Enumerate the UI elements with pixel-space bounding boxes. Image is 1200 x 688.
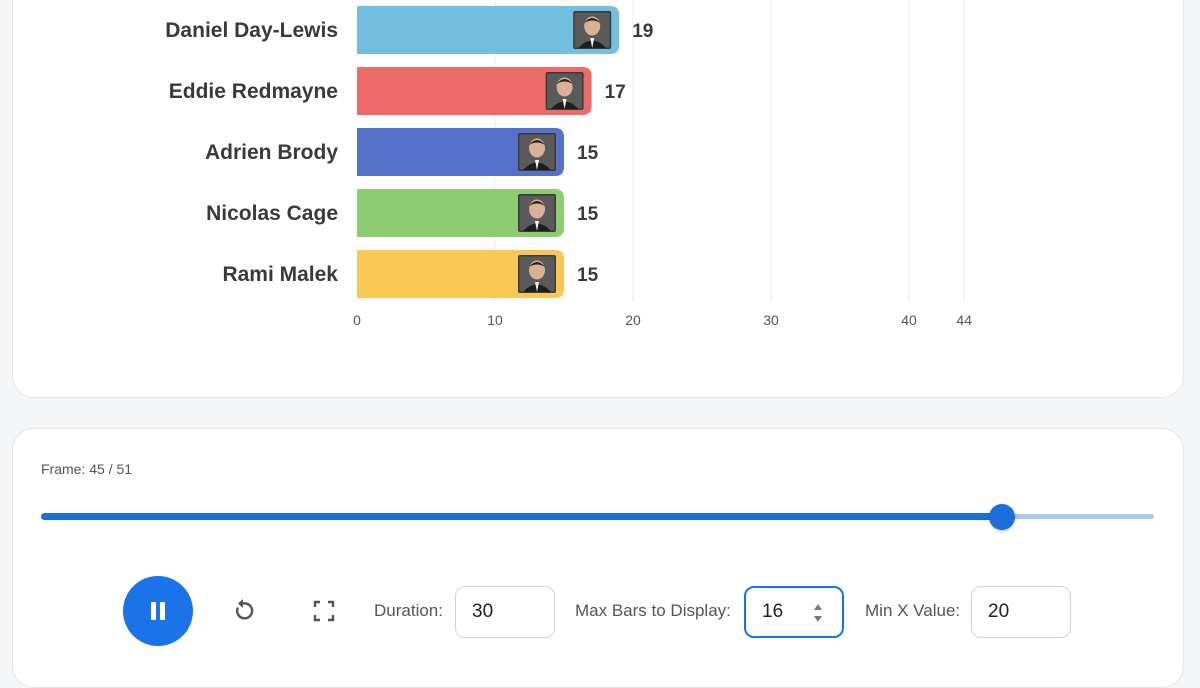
x-tick-label: 20 (625, 312, 641, 328)
replay-icon (235, 599, 254, 620)
bar (357, 6, 620, 54)
replay-button[interactable] (227, 594, 261, 628)
duration-input[interactable] (455, 586, 555, 638)
bar-value-label: 15 (577, 143, 599, 164)
slider-track[interactable] (41, 513, 1002, 520)
fullscreen-icon (313, 600, 335, 622)
bar (357, 67, 592, 115)
controls-card (12, 428, 1184, 688)
spinner-arrows-icon[interactable] (812, 600, 824, 626)
max-bars-label: Max Bars to Display: (575, 601, 731, 620)
slider-thumb[interactable] (988, 504, 1015, 530)
min-x-input[interactable] (971, 586, 1071, 638)
bar-value-label: 15 (577, 265, 599, 286)
bar-value-label: 17 (605, 82, 626, 103)
x-tick-label: 40 (901, 312, 917, 328)
frame-slider[interactable] (41, 504, 1154, 530)
max-bars-input[interactable] (744, 586, 844, 638)
bar-chart: 0 10 20 30 40 44 Daniel Day-Lewis 19 Eddie Redma… (165, 0, 972, 328)
x-tick-label: 10 (487, 312, 503, 328)
actor-photo-icon (545, 72, 584, 110)
x-tick-label: 30 (763, 312, 779, 328)
min-x-label: Min X Value: (865, 601, 961, 620)
bar-category-label: Adrien Brody (205, 141, 338, 164)
x-tick-label: 0 (353, 312, 361, 328)
bar-category-label: Eddie Redmayne (169, 80, 338, 103)
bar-value-label: 19 (632, 21, 653, 42)
chart-card (12, 0, 1184, 398)
actor-photo-icon (518, 194, 556, 232)
duration-label: Duration: (374, 601, 443, 620)
bar (357, 189, 564, 237)
pause-icon (151, 602, 156, 620)
actor-photo-icon (518, 133, 556, 171)
actor-photo-icon (573, 11, 612, 49)
x-tick-label: 44 (956, 312, 972, 328)
pause-icon-bar (160, 602, 165, 620)
frame-counter: Frame: 45 / 51 (41, 461, 133, 477)
bar-value-label: 15 (577, 204, 599, 225)
actor-photo-icon (518, 255, 556, 293)
fullscreen-button[interactable] (307, 594, 341, 628)
bar-category-label: Nicolas Cage (206, 202, 338, 225)
bar (357, 128, 564, 176)
bar (357, 250, 564, 298)
bar-category-label: Daniel Day-Lewis (165, 19, 338, 42)
pause-button[interactable] (123, 576, 193, 646)
bar-category-label: Rami Malek (222, 263, 338, 286)
